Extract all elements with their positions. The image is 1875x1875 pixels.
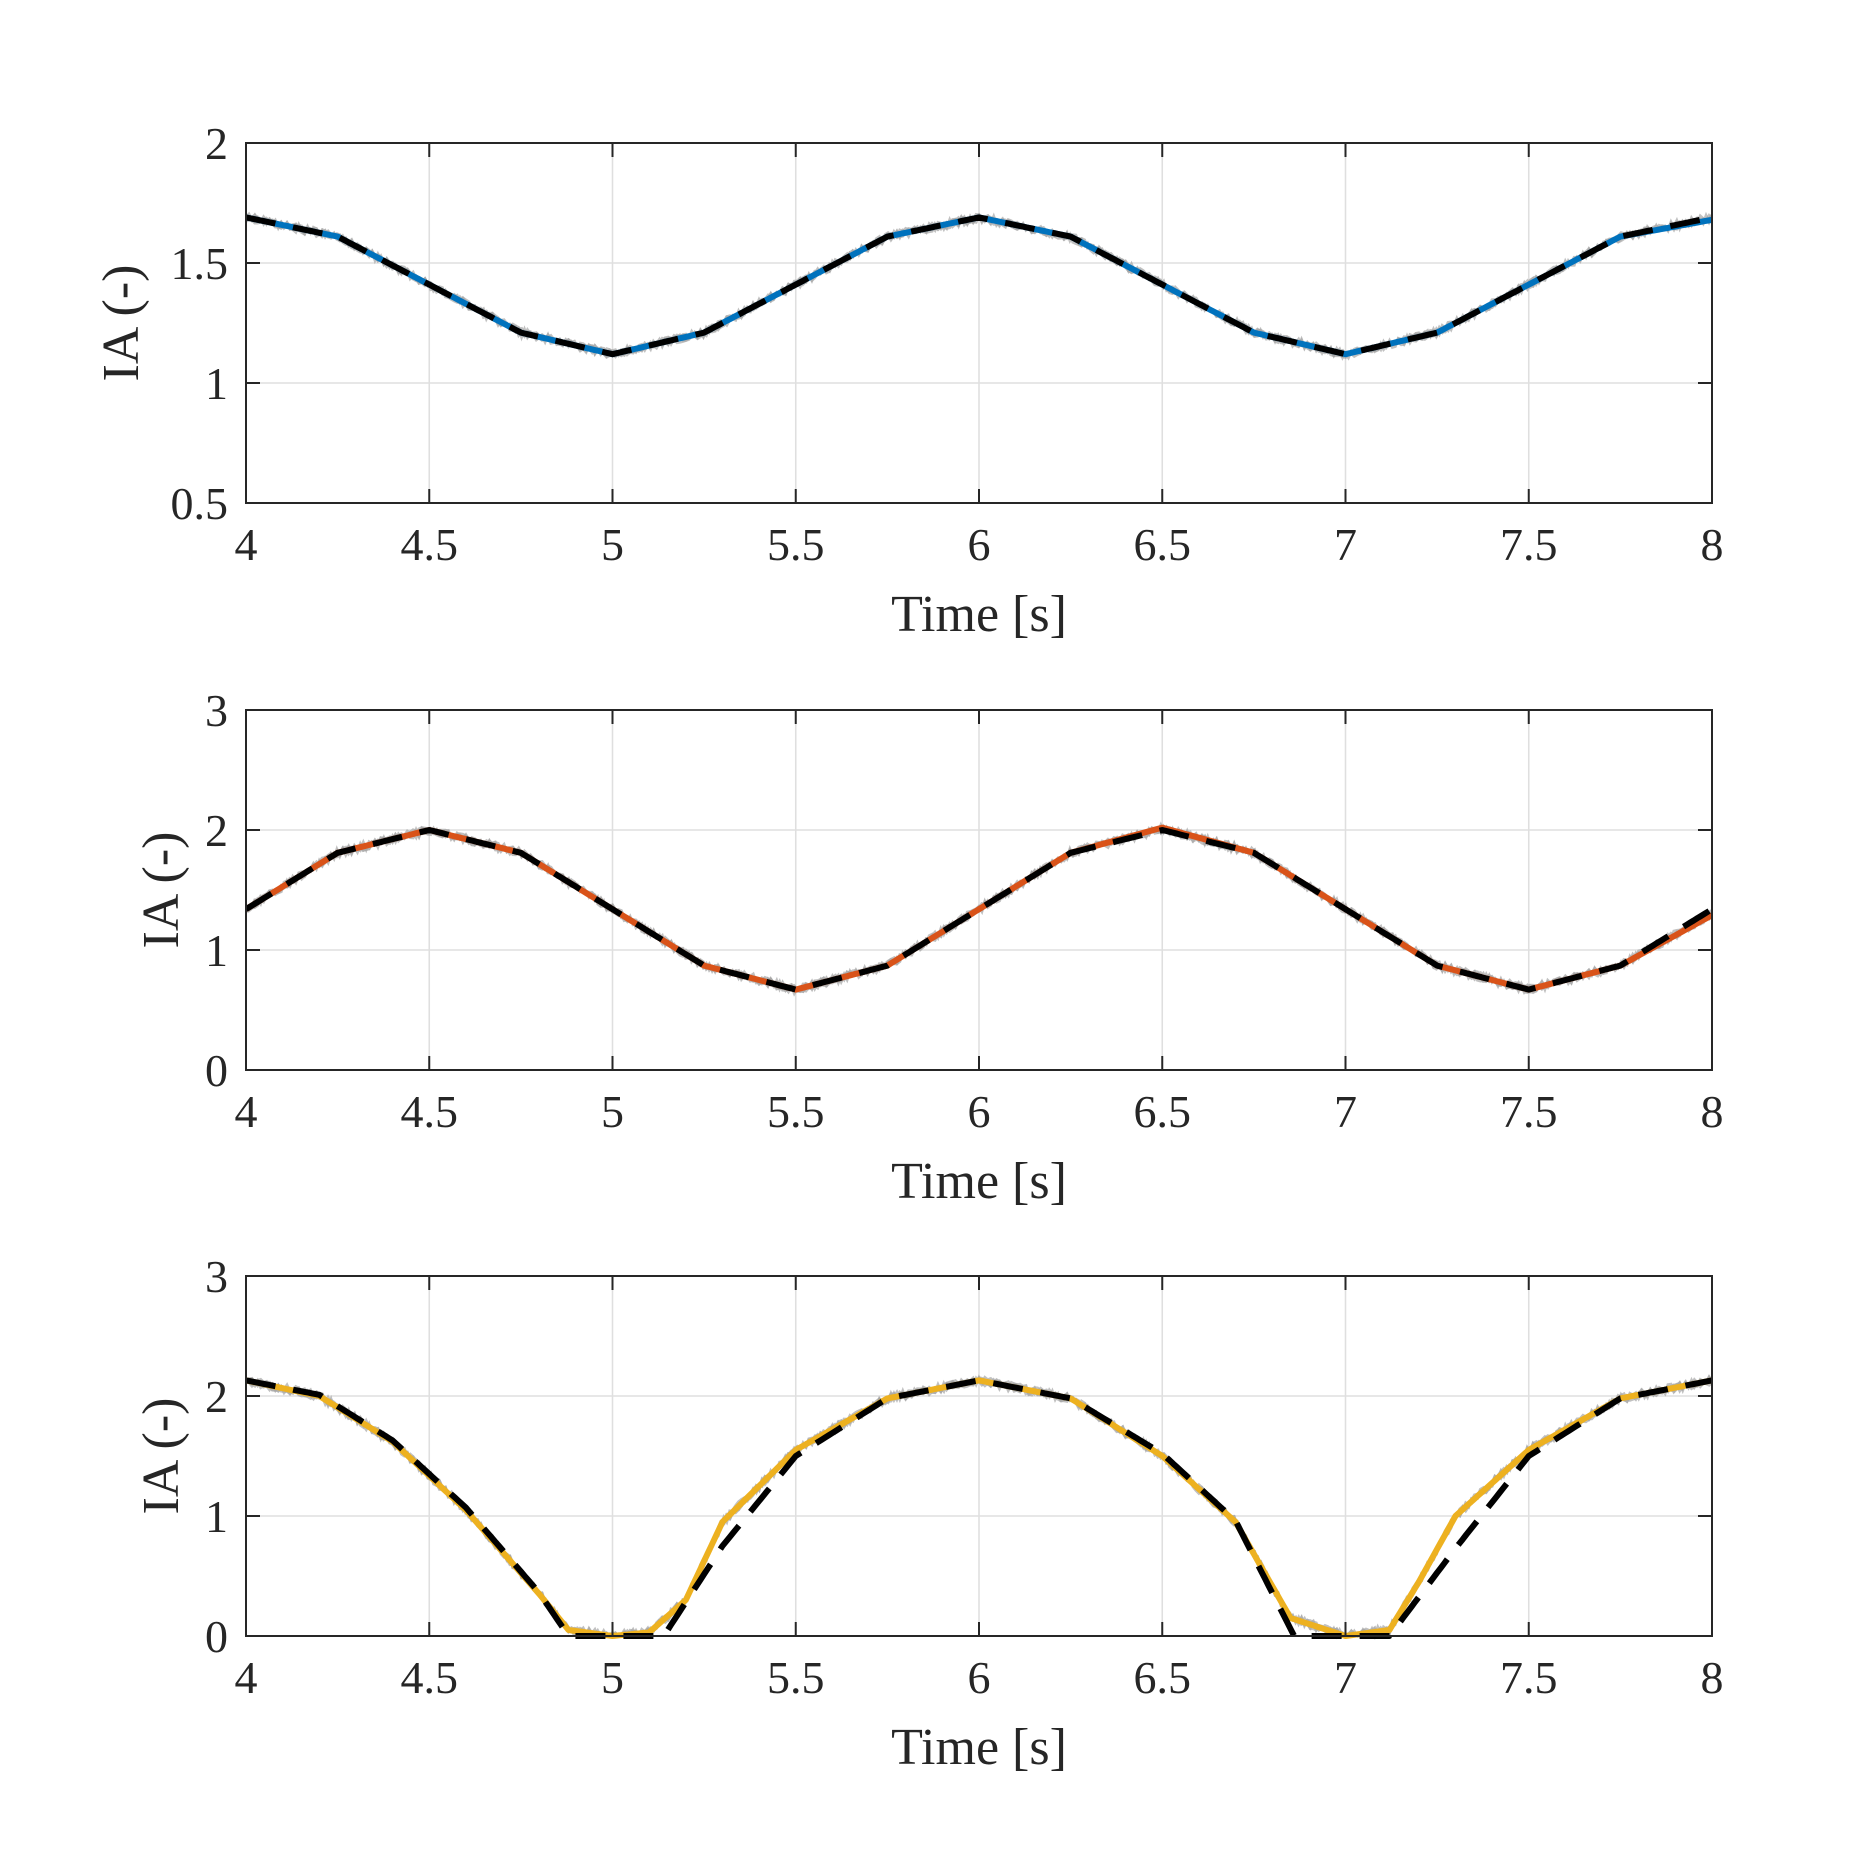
chart-panel-3: 4 4.5 5 5.5 6 6.5 7 7.5 8 0 1 2 3 Time [s] IA (-) xyxy=(133,1251,1724,1776)
x-tick-label: 6.5 xyxy=(1134,1086,1192,1137)
series-group xyxy=(246,211,1712,361)
y-tick-label: 0 xyxy=(205,1045,228,1096)
x-tick-label: 7.5 xyxy=(1500,519,1558,570)
y-tick-label: 1.5 xyxy=(171,238,229,289)
y-tick-label: 3 xyxy=(205,1251,228,1302)
x-tick-label: 5 xyxy=(601,1652,624,1703)
y-axis-label: IA (-) xyxy=(133,1398,190,1515)
x-tick-label: 5 xyxy=(601,1086,624,1137)
x-tick-label: 7.5 xyxy=(1500,1086,1558,1137)
y-axis-label: IA (-) xyxy=(133,832,190,949)
y-tick-label: 2 xyxy=(205,1371,228,1422)
reference-dashed-line xyxy=(246,214,1712,358)
chart-panel-1: 4 4.5 5 5.5 6 6.5 7 7.5 8 0.5 1 1.5 2 Time [s] IA (-) xyxy=(93,118,1724,643)
x-tick-label: 8 xyxy=(1701,1652,1724,1703)
x-tick-label: 4.5 xyxy=(401,519,459,570)
y-tick-label: 3 xyxy=(205,685,228,736)
x-tick-label: 7 xyxy=(1334,519,1357,570)
x-tick-label: 6.5 xyxy=(1134,519,1192,570)
y-tick-label: 1 xyxy=(205,1491,228,1542)
y-tick-label: 1 xyxy=(205,925,228,976)
x-tick-label: 4 xyxy=(235,1086,258,1137)
x-tick-label: 5.5 xyxy=(767,1086,825,1137)
x-tick-label: 4.5 xyxy=(401,1086,459,1137)
y-axis-label: IA (-) xyxy=(93,265,150,382)
x-tick-label: 6.5 xyxy=(1134,1652,1192,1703)
x-tick-label: 7.5 xyxy=(1500,1652,1558,1703)
x-tick-label: 5.5 xyxy=(767,1652,825,1703)
x-axis-label: Time [s] xyxy=(891,1153,1067,1210)
y-tick-label: 1 xyxy=(205,358,228,409)
y-tick-label: 0.5 xyxy=(171,478,229,529)
x-tick-label: 7 xyxy=(1334,1652,1357,1703)
x-tick-label: 6 xyxy=(968,1086,991,1137)
series-group xyxy=(246,1374,1712,1640)
x-tick-label: 8 xyxy=(1701,519,1724,570)
x-axis-label: Time [s] xyxy=(891,1719,1067,1776)
x-tick-label: 6 xyxy=(968,519,991,570)
x-tick-label: 4.5 xyxy=(401,1652,459,1703)
x-tick-label: 5.5 xyxy=(767,519,825,570)
x-axis-label: Time [s] xyxy=(891,586,1067,643)
x-tick-label: 6 xyxy=(968,1652,991,1703)
series-group xyxy=(246,821,1712,997)
x-tick-label: 8 xyxy=(1701,1086,1724,1137)
reference-dashed-line xyxy=(246,1377,1712,1639)
x-tick-label: 4 xyxy=(235,519,258,570)
y-tick-label: 0 xyxy=(205,1611,228,1662)
y-tick-label: 2 xyxy=(205,805,228,856)
chart-panel-2: 4 4.5 5 5.5 6 6.5 7 7.5 8 0 1 2 3 Time [s] IA (-) xyxy=(133,685,1724,1210)
x-tick-label: 5 xyxy=(601,519,624,570)
y-tick-label: 2 xyxy=(205,118,228,169)
x-tick-label: 7 xyxy=(1334,1086,1357,1137)
x-tick-label: 4 xyxy=(235,1652,258,1703)
reference-dashed-line xyxy=(246,827,1712,993)
